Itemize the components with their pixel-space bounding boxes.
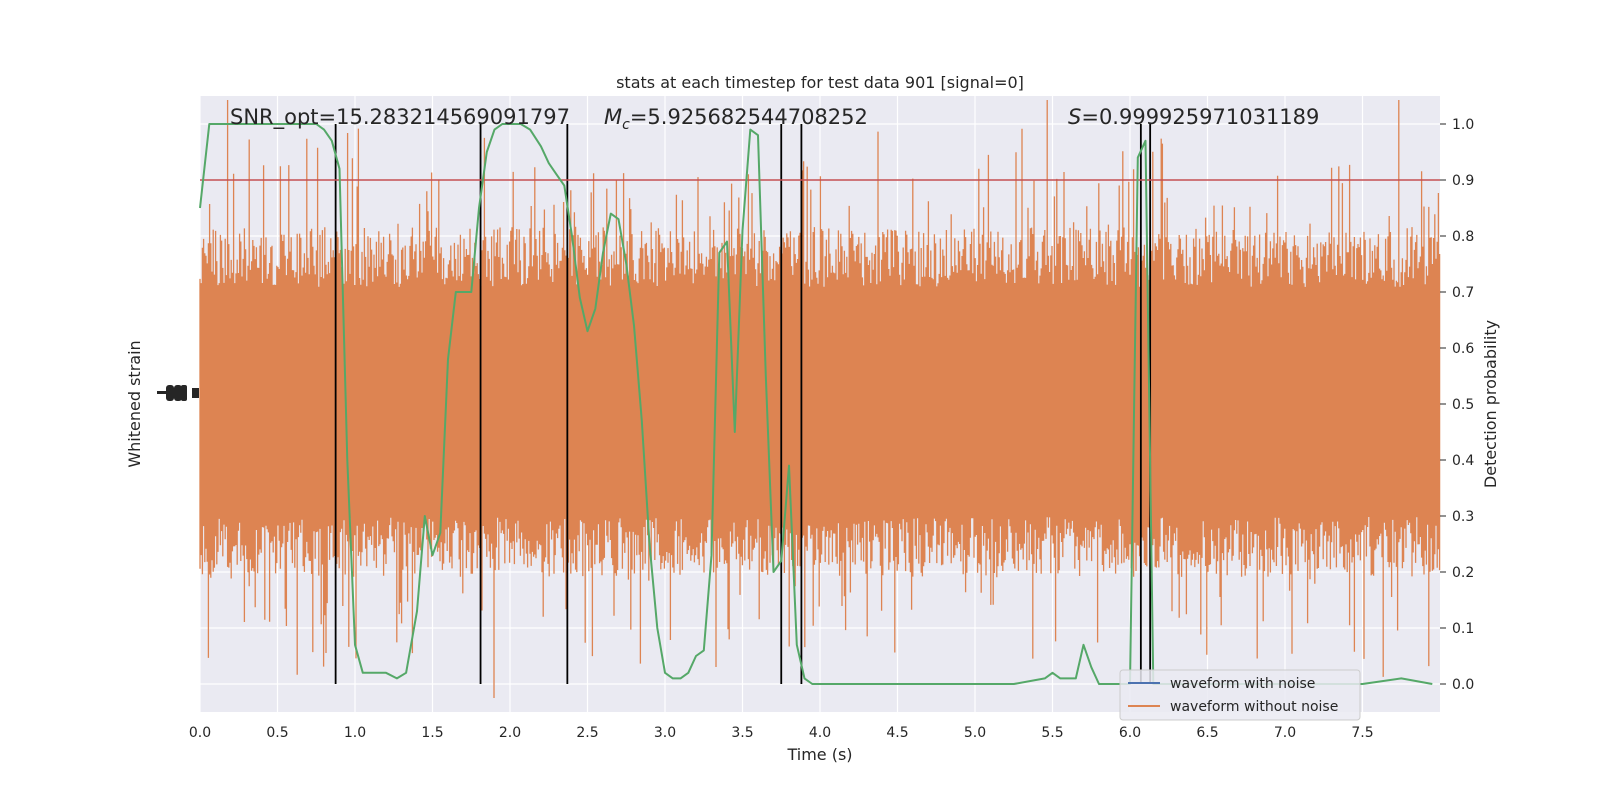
right-tick-label: 0.7 <box>1452 285 1474 301</box>
legend: waveform with noise waveform without noi… <box>1119 669 1361 721</box>
right-axis-label: Detection probability <box>1481 320 1500 488</box>
right-tick-label: 0.2 <box>1452 565 1474 581</box>
legend-label-without-noise: waveform without noise <box>1170 699 1338 715</box>
x-tick-label: 3.0 <box>654 725 676 741</box>
x-tick-label: 2.0 <box>499 725 521 741</box>
x-tick-label: 0.0 <box>189 725 211 741</box>
chart-title: stats at each timestep for test data 901… <box>616 73 1024 92</box>
right-tick-label: 0.1 <box>1452 621 1474 637</box>
right-tick-label: 0.0 <box>1452 677 1474 693</box>
x-tick-label: 6.5 <box>1196 725 1218 741</box>
strain-series <box>199 100 1441 698</box>
strain-noise-trace <box>199 100 1441 698</box>
x-tick-label: 3.5 <box>731 725 753 741</box>
x-tick-label: 7.0 <box>1274 725 1296 741</box>
right-tick-label: 0.9 <box>1452 173 1474 189</box>
trigger-lines <box>334 124 1152 684</box>
right-tick-label: 0.3 <box>1452 509 1474 525</box>
detection-probability-line <box>199 123 1433 685</box>
right-tick-label: 0.4 <box>1452 453 1474 469</box>
x-tick-label: 4.0 <box>809 725 831 741</box>
x-tick-label: 4.5 <box>886 725 908 741</box>
x-tick-label: 5.5 <box>1041 725 1063 741</box>
snr-statistic-annotation: S=0.999925971031189 <box>1068 105 1319 129</box>
right-tick-label: 0.8 <box>1452 229 1474 245</box>
x-tick-label: 0.5 <box>266 725 288 741</box>
x-tick-label: 7.5 <box>1351 725 1373 741</box>
left-axis-ticks <box>157 385 199 401</box>
x-tick-label: 2.5 <box>576 725 598 741</box>
chirp-mass-annotation: Mc=5.925682544708252 <box>604 105 868 133</box>
legend-label-with-noise: waveform with noise <box>1170 676 1315 692</box>
right-tick-label: 0.5 <box>1452 397 1474 413</box>
x-axis-ticks: 0.0 0.5 1.0 1.5 2.0 2.5 3.0 3.5 4.0 4.5 5.0 5.5 6.0 6… <box>189 725 1374 741</box>
snr-annotation: SNR_opt=15.283214569091797 <box>230 105 570 130</box>
detection-probability-series <box>199 123 1433 685</box>
right-axis-ticks: 0.0 0.1 0.2 0.3 0.4 0.5 0.6 0.7 0.8 0.9 1.0 <box>1440 117 1474 693</box>
x-tick-label: 6.0 <box>1119 725 1141 741</box>
legend-box <box>1119 669 1361 721</box>
left-axis-label: Whitened strain <box>125 340 144 467</box>
x-tick-label: 1.0 <box>344 725 366 741</box>
right-tick-label: 1.0 <box>1452 117 1474 133</box>
x-tick-label: 1.5 <box>421 725 443 741</box>
x-axis-label: Time (s) <box>786 745 852 764</box>
x-tick-label: 5.0 <box>964 725 986 741</box>
right-tick-label: 0.6 <box>1452 341 1474 357</box>
